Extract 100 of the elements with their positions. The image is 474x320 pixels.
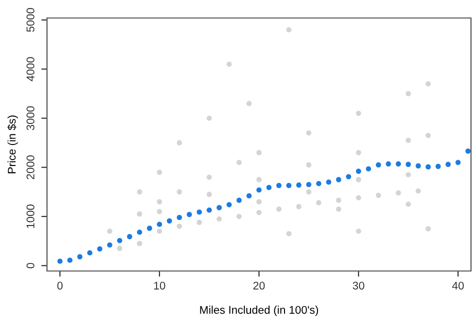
point — [176, 214, 182, 220]
point — [436, 164, 441, 169]
point — [306, 182, 312, 188]
point — [256, 150, 262, 156]
point — [146, 226, 152, 231]
point — [276, 206, 282, 212]
point — [67, 258, 72, 263]
point — [246, 100, 252, 106]
point — [256, 177, 262, 182]
point — [286, 231, 292, 236]
point — [406, 202, 411, 207]
x-tick-label: 10 — [154, 282, 166, 290]
y-tick-label: 4000 — [26, 57, 34, 82]
x-tick-label: 30 — [352, 282, 364, 290]
point — [156, 222, 162, 227]
point — [97, 246, 102, 252]
point — [186, 212, 192, 218]
point — [376, 162, 382, 168]
point — [256, 187, 262, 193]
point — [196, 220, 202, 225]
point — [256, 210, 262, 216]
point — [306, 162, 312, 168]
point — [356, 177, 362, 182]
point — [206, 174, 212, 180]
point — [306, 130, 312, 136]
point — [366, 166, 372, 172]
point — [336, 177, 342, 182]
point — [426, 226, 431, 232]
point — [266, 184, 272, 190]
point — [446, 162, 451, 167]
point — [136, 211, 142, 217]
point — [87, 250, 92, 256]
point — [176, 224, 182, 229]
point — [356, 150, 362, 156]
point — [236, 198, 242, 203]
point — [136, 240, 142, 246]
point — [236, 160, 242, 166]
point — [57, 258, 63, 264]
point — [206, 192, 212, 197]
point — [256, 199, 262, 204]
point — [176, 189, 182, 195]
point — [406, 162, 411, 167]
point — [77, 254, 82, 260]
x-tick-label: 40 — [452, 282, 464, 290]
x-axis-title: Miles Included (in 100's) — [200, 306, 318, 316]
point — [206, 116, 212, 121]
point — [356, 228, 362, 234]
point — [346, 174, 352, 180]
point — [236, 214, 242, 220]
point — [356, 110, 362, 116]
point — [246, 193, 252, 198]
point — [196, 209, 202, 215]
point — [156, 228, 162, 234]
point — [216, 205, 222, 210]
y-tick-label: 5000 — [26, 8, 34, 32]
point — [426, 81, 431, 86]
y-tick-label: 2000 — [26, 155, 34, 180]
point — [376, 192, 382, 198]
point — [296, 182, 302, 188]
point — [356, 168, 362, 174]
point — [286, 27, 292, 32]
point — [216, 216, 222, 222]
point — [306, 189, 312, 195]
point — [156, 199, 162, 204]
y-tick-label: 1000 — [26, 204, 34, 228]
point — [406, 91, 411, 96]
point — [136, 189, 142, 195]
point — [276, 182, 282, 188]
point — [176, 140, 182, 146]
point — [156, 208, 162, 214]
point — [416, 163, 421, 168]
point — [426, 132, 431, 138]
point — [465, 148, 471, 154]
point — [166, 218, 172, 224]
point — [136, 230, 142, 235]
point — [356, 195, 362, 200]
point — [396, 161, 401, 167]
y-tick-label: 3000 — [26, 106, 34, 130]
x-tick-label: 0 — [57, 282, 63, 290]
point — [396, 190, 401, 196]
point — [455, 160, 461, 166]
point — [406, 172, 411, 178]
point — [117, 238, 122, 244]
point — [316, 200, 322, 206]
point — [316, 180, 322, 186]
y-tick-label: 0 — [26, 262, 34, 268]
point — [226, 62, 232, 67]
point — [416, 188, 421, 194]
point — [286, 182, 292, 188]
point — [406, 138, 411, 143]
point — [296, 204, 302, 210]
point — [117, 246, 122, 251]
point — [156, 170, 162, 175]
point — [226, 202, 232, 208]
point — [206, 207, 212, 213]
y-axis-title: Price (in $s) — [7, 116, 18, 174]
point — [336, 198, 342, 203]
point — [426, 164, 431, 170]
point — [107, 242, 112, 248]
x-tick-label: 20 — [253, 282, 265, 290]
